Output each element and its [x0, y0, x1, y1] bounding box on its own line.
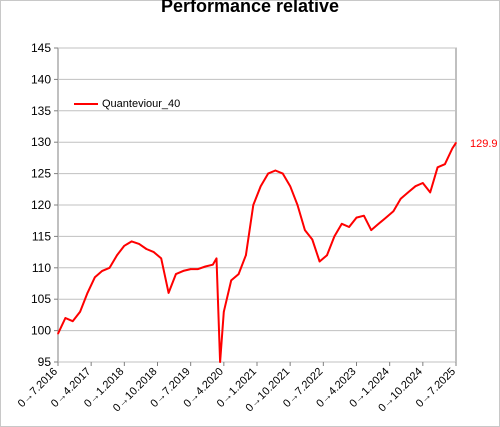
y-tick-label: 100 — [31, 324, 51, 338]
data-point — [160, 257, 162, 260]
data-point — [123, 245, 126, 247]
data-point — [259, 185, 262, 187]
data-point — [451, 147, 454, 150]
data-point — [385, 216, 387, 219]
y-tick-label: 145 — [31, 41, 51, 55]
data-point — [422, 182, 424, 184]
y-tick-label: 115 — [32, 229, 51, 243]
y-tick-label: 140 — [31, 72, 51, 86]
data-point — [116, 254, 118, 257]
data-point — [57, 332, 59, 335]
data-point — [252, 204, 255, 206]
data-point — [436, 166, 439, 169]
data-point — [64, 317, 67, 319]
data-point — [211, 263, 214, 266]
data-point — [274, 169, 277, 172]
data-point — [414, 185, 417, 187]
data-point — [79, 310, 81, 313]
data-point — [245, 254, 247, 257]
data-point — [296, 204, 299, 206]
data-point — [153, 251, 155, 253]
data-point — [189, 268, 192, 270]
data-point — [348, 226, 350, 228]
data-point — [399, 197, 402, 200]
data-point — [219, 361, 221, 363]
data-point — [86, 292, 89, 294]
data-point — [289, 185, 291, 187]
data-point — [444, 163, 446, 165]
legend: Quanteviour_40 — [74, 96, 180, 112]
last-value-label: 129.9 — [470, 138, 498, 150]
legend-label: Quanteviour_40 — [102, 98, 181, 110]
data-point — [363, 214, 365, 217]
data-point — [130, 240, 133, 243]
data-point — [145, 248, 148, 250]
data-point — [281, 172, 284, 175]
chart-title: Performance relative — [160, 0, 340, 16]
y-tick-label: 95 — [38, 355, 52, 369]
y-tick-label: 135 — [31, 104, 51, 118]
data-point — [182, 270, 185, 272]
data-point — [370, 229, 373, 231]
data-point — [101, 270, 104, 272]
data-point — [230, 279, 233, 282]
data-point — [175, 273, 177, 275]
data-point — [392, 210, 395, 213]
data-point — [326, 254, 328, 257]
y-tick-label: 120 — [31, 198, 51, 212]
data-point — [340, 223, 343, 225]
data-point — [94, 276, 96, 279]
y-tick-label: 105 — [31, 292, 51, 306]
data-point — [215, 257, 218, 260]
data-point — [237, 273, 240, 275]
y-tick-label: 125 — [31, 167, 51, 181]
data-point — [355, 216, 358, 219]
y-tick-label: 130 — [31, 135, 51, 149]
data-point — [333, 235, 336, 238]
data-point — [318, 260, 321, 263]
data-point — [138, 243, 140, 245]
data-point — [407, 191, 409, 194]
legend-swatch — [74, 103, 98, 105]
data-point — [304, 229, 306, 231]
data-point — [267, 172, 269, 175]
data-point — [377, 223, 380, 225]
data-point — [223, 310, 225, 313]
y-tick-label: 110 — [32, 261, 51, 275]
data-point — [204, 265, 207, 268]
data-point — [455, 142, 457, 144]
data-point — [108, 267, 111, 269]
data-point — [429, 191, 432, 194]
data-point — [167, 292, 170, 294]
data-point — [71, 320, 74, 322]
data-point — [197, 268, 199, 270]
data-point — [311, 238, 314, 241]
